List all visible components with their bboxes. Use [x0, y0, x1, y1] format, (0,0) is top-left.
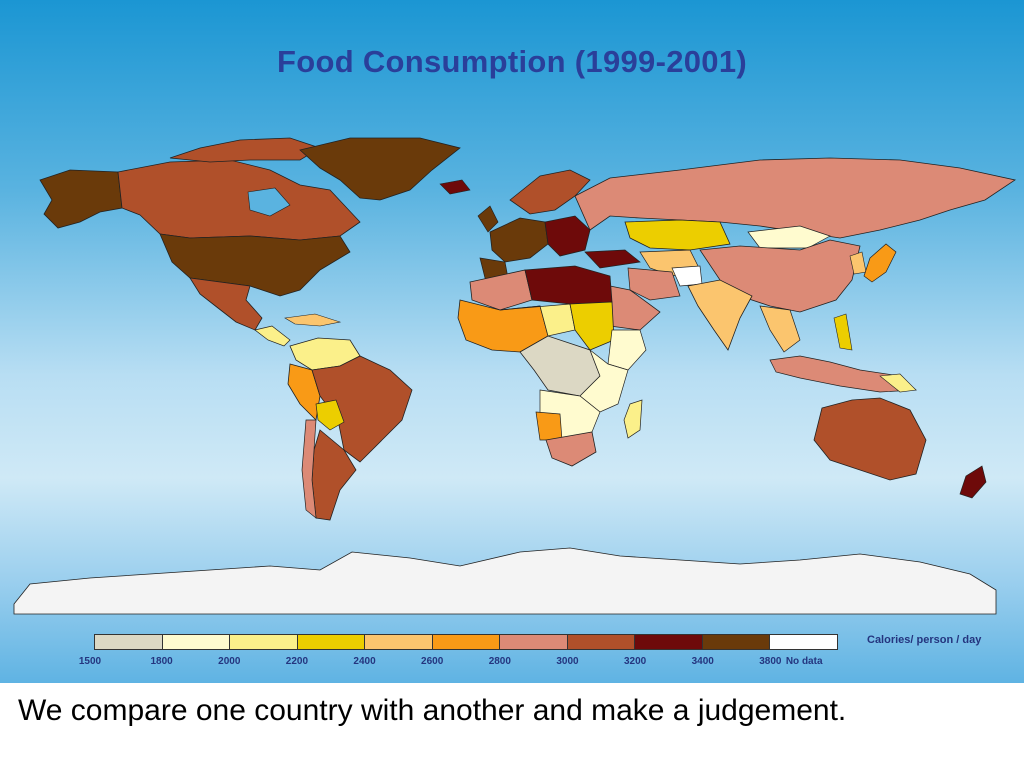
region-australia: [813, 397, 927, 481]
region-mongolia: [747, 225, 831, 249]
legend-tick-labels: 1500 1800 2000 2200 2400 2600 2800 3000 3200 3400…: [0, 656, 1024, 670]
legend-tick-label: 2800: [488, 656, 511, 667]
legend-tick-label: 1800: [150, 656, 173, 667]
region-philippines: [833, 313, 853, 351]
legend-swatch: [297, 635, 366, 649]
region-greenland: [299, 137, 461, 201]
region-madagascar: [623, 399, 643, 439]
region-papua: [879, 373, 917, 393]
legend-swatch: [365, 635, 433, 649]
region-sahel: [499, 303, 576, 337]
legend-tick-label: 2400: [353, 656, 376, 667]
legend-swatch: [230, 635, 298, 649]
region-sudan: [569, 301, 615, 351]
region-usa: [159, 233, 351, 297]
legend-tick-label: 3000: [556, 656, 579, 667]
legend-swatch: [162, 635, 231, 649]
region-turkey: [584, 249, 641, 269]
region-angola: [535, 411, 563, 441]
legend-swatch: [770, 635, 838, 649]
region-bolivia: [315, 399, 345, 431]
region-india: [687, 279, 753, 351]
legend-swatch: [635, 635, 703, 649]
slide-caption: We compare one country with another and …: [18, 694, 847, 727]
legend-swatch: [95, 635, 163, 649]
region-south-africa: [545, 431, 597, 467]
region-antarctica: [13, 547, 997, 615]
map-title: Food Consumption (1999-2001): [276, 44, 747, 79]
legend-tick-label: 2200: [285, 656, 309, 667]
region-scandinavia: [509, 169, 591, 215]
legend-tick-label: 3400: [691, 656, 714, 667]
legend-unit-label: Calories/ person / day: [867, 634, 982, 646]
legend-tick-label: 1500: [78, 656, 102, 667]
legend-swatch: [500, 635, 568, 649]
legend-tick-label: 2000: [218, 656, 241, 667]
region-southeast-asia: [759, 305, 801, 353]
region-north-africa-west: [469, 269, 533, 311]
region-new-zealand: [959, 465, 987, 499]
region-east-africa: [579, 348, 629, 413]
legend-color-bar: [94, 634, 838, 650]
region-alaska: [39, 169, 123, 229]
region-russia: [574, 157, 1017, 239]
legend-tick-label: 3800: [759, 656, 782, 667]
legend-swatch: [567, 635, 636, 649]
region-mexico: [189, 277, 263, 331]
region-chile: [301, 419, 317, 519]
legend-tick-label: 2600: [421, 656, 444, 667]
region-kazakhstan: [624, 219, 731, 251]
region-central-america: [254, 325, 291, 347]
region-canadian-arctic: [169, 137, 321, 163]
legend-tick-label: 3200: [623, 656, 647, 667]
legend-swatch: [432, 635, 501, 649]
region-iceland: [439, 179, 471, 195]
region-libya-egypt: [524, 265, 613, 305]
map-panel: Food Consumption (1999-2001) 1500 1800 200…: [0, 0, 1024, 683]
region-afghanistan: [671, 265, 703, 287]
region-horn-of-africa: [607, 329, 647, 371]
legend-swatch: [702, 635, 771, 649]
legend-tick-label: No data: [785, 656, 823, 667]
world-map: [13, 137, 1017, 615]
region-iran: [627, 267, 681, 301]
region-japan: [863, 243, 897, 283]
region-uk: [477, 205, 499, 233]
region-central-europe: [544, 215, 591, 257]
region-canada: [117, 159, 361, 241]
region-hudson-bay: [247, 187, 291, 217]
region-caribbean: [284, 313, 342, 327]
region-western-europe: [489, 217, 549, 263]
